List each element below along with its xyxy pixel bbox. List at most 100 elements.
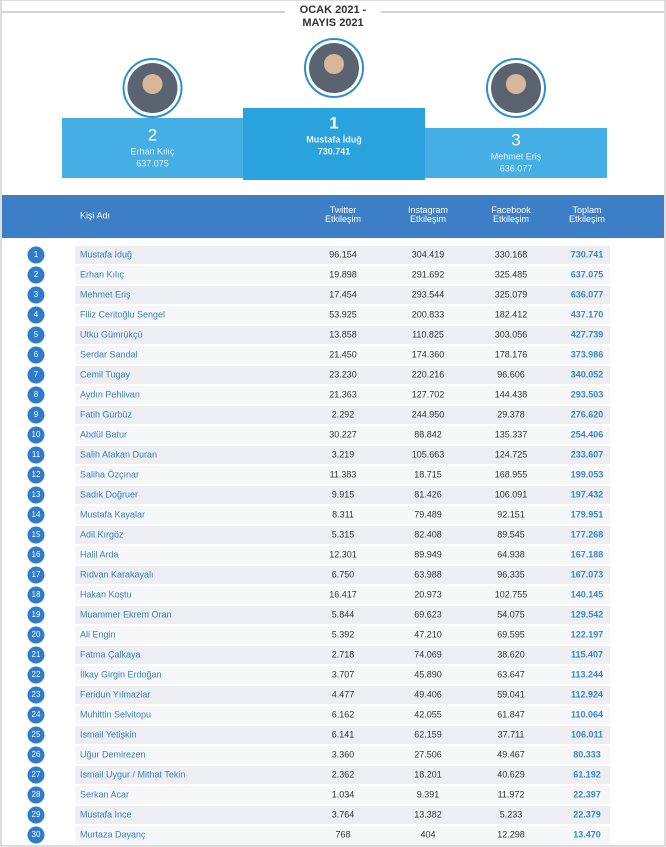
rank: 3 [34, 290, 39, 299]
cell: 6.141 [332, 729, 355, 739]
rank: 17 [32, 570, 41, 579]
cell: 9.391 [417, 789, 440, 799]
row-stripe [75, 506, 610, 524]
total: 112.924 [571, 689, 603, 699]
cell: 13.858 [329, 329, 357, 339]
total: 80.333 [573, 749, 601, 759]
rank: 12 [32, 470, 41, 479]
cell: 9.915 [332, 489, 355, 499]
rank: 10 [32, 430, 41, 439]
cell: 144.438 [495, 389, 528, 399]
cell: 40.629 [497, 769, 525, 779]
rank-badge [27, 666, 45, 684]
person-name: Uğur Demirezen [80, 749, 146, 759]
rank-badge [27, 286, 45, 304]
cell: 182.412 [495, 309, 528, 319]
total: 113.244 [571, 669, 603, 679]
column-header: Twitter Etkileşim [325, 205, 361, 224]
cell: 3.360 [332, 749, 355, 759]
rank-badge [27, 586, 45, 604]
cell: 6.162 [332, 709, 355, 719]
rank: 2 [34, 270, 39, 279]
row-stripe [75, 766, 610, 784]
cell: 106.091 [495, 489, 528, 499]
rank-badge [27, 346, 45, 364]
total: 636.077 [571, 289, 604, 299]
podium-total: 636.077 [500, 163, 533, 173]
person-name: Halil Arda [80, 549, 119, 559]
person-name: İsmail Yetişkin [80, 729, 137, 739]
cell: 8.311 [332, 509, 354, 519]
cell: 62.159 [414, 729, 442, 739]
cell: 27.506 [414, 749, 442, 759]
cell: 18.715 [414, 469, 442, 479]
total: 140.145 [571, 589, 604, 599]
row-stripe [75, 806, 610, 824]
cell: 303.056 [495, 329, 528, 339]
cell: 200.833 [412, 309, 445, 319]
rank: 13 [32, 490, 41, 499]
rank: 25 [32, 730, 41, 739]
cell: 178.176 [495, 349, 528, 359]
cell: 47.210 [414, 629, 442, 639]
total: 22.397 [573, 789, 601, 799]
cell: 3.707 [332, 669, 355, 679]
person-name: Murtaza Dayanç [80, 829, 146, 839]
cell: 88.842 [414, 429, 442, 439]
total: 340.052 [571, 369, 604, 379]
row-stripe [75, 246, 610, 264]
cell: 12.301 [329, 549, 357, 559]
person-name: Fatih Gürbüz [80, 409, 133, 419]
cell: 12.298 [497, 829, 525, 839]
rank-badge [27, 266, 45, 284]
person-name: Abdül Batur [80, 429, 127, 439]
row-stripe [75, 386, 610, 404]
cell: 325.079 [495, 289, 528, 299]
rank-badge [27, 706, 45, 724]
rank: 28 [32, 790, 41, 799]
period: OCAK 2021 - [300, 4, 367, 16]
rank: 4 [34, 310, 39, 319]
cell: 105.663 [412, 449, 445, 459]
person-name: Mustafa İnce [80, 809, 132, 819]
row-stripe [75, 626, 610, 644]
row-stripe [75, 486, 610, 504]
total: 197.432 [571, 489, 604, 499]
rank-badge [27, 466, 45, 484]
rank-badge [27, 426, 45, 444]
cell: 37.711 [498, 729, 525, 739]
avatar-face [142, 74, 163, 94]
person-name: Aydın Pehlivan [80, 389, 140, 399]
rank-badge [27, 746, 45, 764]
rank-badge [27, 766, 45, 784]
podium-rank: 2 [148, 125, 157, 144]
row-stripe [75, 366, 610, 384]
row-stripe [75, 686, 610, 704]
cell: 54.075 [497, 609, 525, 619]
rank: 14 [32, 510, 41, 519]
rank-badge [27, 726, 45, 744]
row-stripe [75, 286, 610, 304]
total: 13.470 [573, 829, 601, 839]
column-header: Facebook Etkileşim [491, 205, 531, 224]
cell: 174.360 [412, 349, 445, 359]
rank: 15 [32, 530, 41, 539]
cell: 63.988 [414, 569, 442, 579]
row-stripe [75, 746, 610, 764]
cell: 42.055 [414, 709, 442, 719]
rank: 8 [34, 390, 39, 399]
row-stripe [75, 646, 610, 664]
person-name: Filiz Ceritoğlu Sengel [80, 309, 165, 319]
row-stripe [75, 326, 610, 344]
row-stripe [75, 546, 610, 564]
rank-badge [27, 246, 45, 264]
cell: 291.692 [412, 269, 445, 279]
person-name: Feridun Yılmazlar [80, 689, 150, 699]
person-name: Mustafa İduğ [80, 249, 132, 259]
cell: 13.382 [414, 809, 442, 819]
cell: 3.219 [332, 449, 355, 459]
total: 179.951 [571, 509, 604, 519]
person-name: Salih Atakan Duran [80, 449, 157, 459]
